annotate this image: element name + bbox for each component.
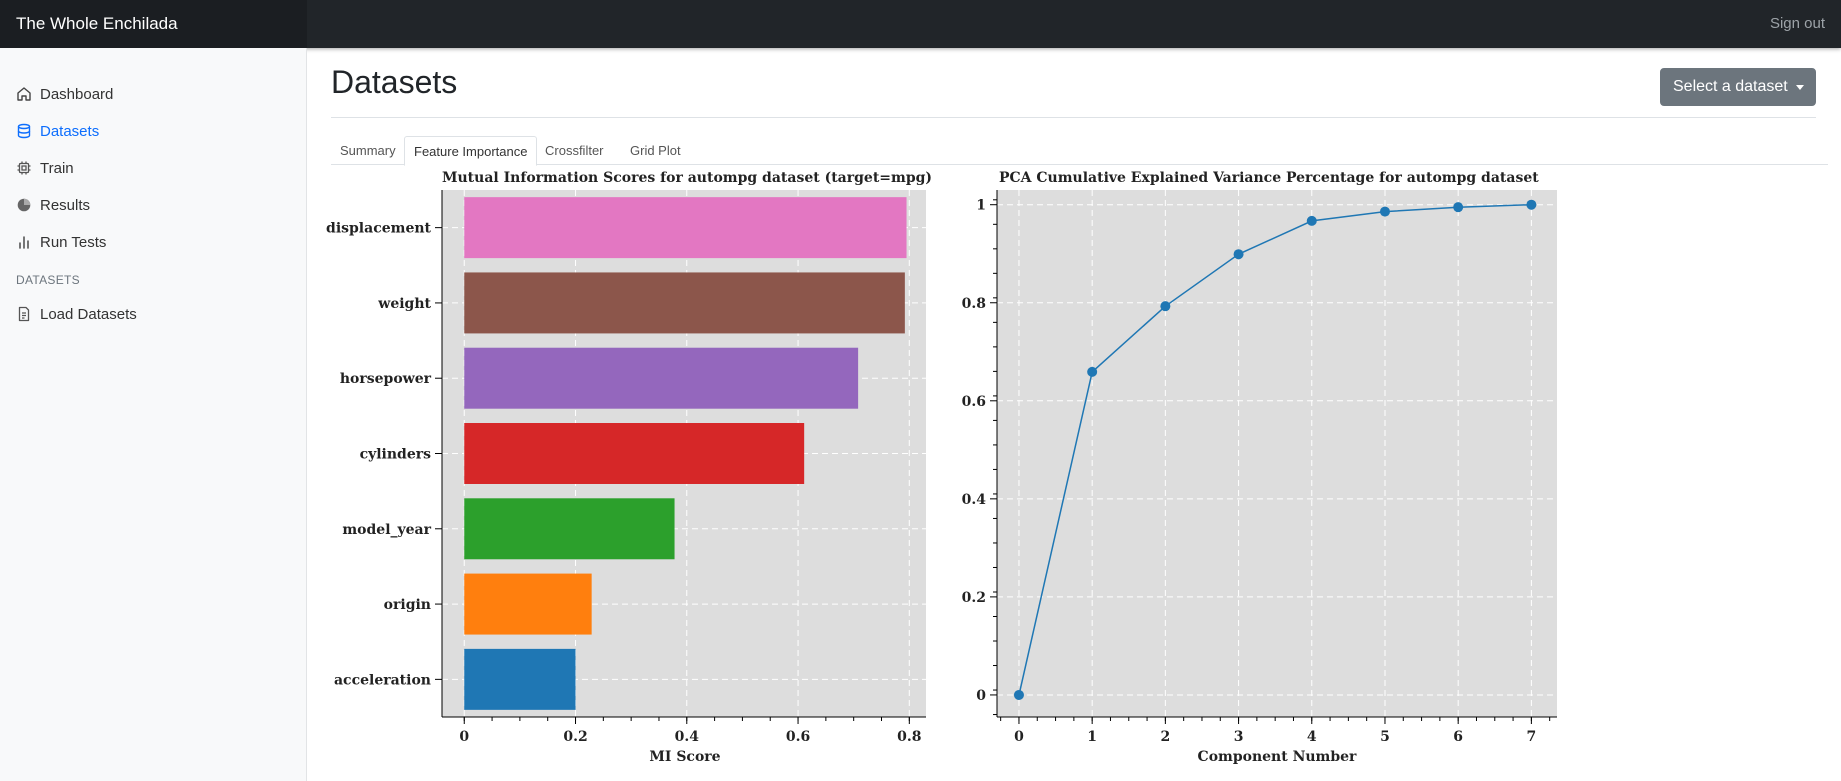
tab-summary[interactable]: Summary	[340, 143, 396, 158]
x-tick-label: 0	[1014, 729, 1024, 745]
y-tick-label: displacement	[326, 221, 431, 237]
sidebar-item-label: Dashboard	[40, 85, 114, 103]
sidebar-item-label: Results	[40, 196, 91, 214]
x-tick-label: 0.2	[563, 729, 587, 745]
pie-chart-icon	[17, 198, 31, 212]
y-tick-label: acceleration	[334, 672, 431, 688]
y-tick-label: 0.6	[962, 394, 986, 410]
x-tick-label: 1	[1087, 729, 1097, 745]
bar-model_year	[464, 498, 675, 560]
x-axis-label: Component Number	[1198, 749, 1358, 765]
data-point	[1306, 215, 1317, 226]
x-tick-label: 7	[1527, 729, 1537, 745]
bar-acceleration	[464, 648, 576, 710]
bar-weight	[464, 272, 905, 334]
y-tick-label: cylinders	[360, 447, 432, 463]
sidebar-item-dashboard[interactable]: Dashboard	[16, 82, 113, 106]
data-point	[1379, 206, 1390, 217]
chart-title: PCA Cumulative Explained Variance Percen…	[999, 170, 1539, 186]
chart-title: Mutual Information Scores for autompg da…	[442, 170, 932, 186]
data-point	[1087, 366, 1098, 377]
tab-bar: Summary Feature Importance Crossfilter G…	[331, 136, 1828, 166]
sidebar: Dashboard Datasets Train Results Run Tes…	[0, 48, 307, 781]
sidebar-item-label: Datasets	[40, 122, 100, 140]
page-title: Datasets	[331, 64, 458, 100]
tab-grid-plot[interactable]: Grid Plot	[630, 143, 681, 158]
sidebar-item-train[interactable]: Train	[16, 156, 74, 180]
x-axis-label: MI Score	[649, 749, 720, 765]
sidebar-item-load-datasets[interactable]: Load Datasets	[16, 302, 137, 326]
y-tick-label: 0.4	[962, 492, 987, 508]
y-tick-label: horsepower	[340, 371, 432, 387]
tab-crossfilter[interactable]: Crossfilter	[545, 143, 604, 158]
sidebar-item-datasets[interactable]: Datasets	[16, 119, 99, 143]
y-tick-label: 1	[976, 198, 986, 214]
sidebar-item-label: Train	[40, 159, 74, 177]
x-tick-label: 0	[459, 729, 469, 745]
top-navbar: The Whole Enchilada Sign out	[0, 0, 1841, 48]
y-tick-label: model_year	[342, 522, 431, 538]
file-text-icon	[18, 306, 30, 322]
select-dataset-button[interactable]: Select a dataset	[1660, 68, 1816, 106]
y-tick-label: 0	[976, 688, 986, 704]
sidebar-item-run-tests[interactable]: Run Tests	[16, 230, 106, 254]
plot-background	[997, 190, 1557, 717]
chevron-down-icon	[1795, 84, 1804, 90]
bar-displacement	[464, 197, 907, 259]
x-tick-label: 0.4	[675, 729, 700, 745]
x-tick-label: 2	[1160, 729, 1170, 745]
series-line	[1018, 203, 1532, 696]
y-tick-label: 0.2	[962, 590, 986, 606]
y-tick-label: origin	[384, 597, 431, 613]
bar-chart-icon	[19, 236, 29, 249]
title-divider	[331, 117, 1816, 118]
mi-scores-chart: displacement weight horsepower cylinders mod…	[326, 170, 932, 765]
sign-out-link[interactable]: Sign out	[1769, 15, 1825, 32]
cpu-icon	[17, 161, 31, 175]
sidebar-item-label: Run Tests	[40, 233, 107, 251]
pca-variance-chart: 0 0.2 0.4 0.6 0.8 1 0 1 2 3 4 5 6 7 PCA Cumulative Exp…	[962, 170, 1557, 765]
data-point	[1526, 199, 1537, 210]
bar-horsepower	[464, 347, 859, 409]
x-tick-label: 4	[1307, 729, 1317, 745]
select-dataset-label: Select a dataset	[1673, 78, 1788, 95]
data-point	[1453, 202, 1464, 213]
data-point	[1233, 249, 1244, 260]
bar-origin	[464, 573, 592, 635]
x-tick-label: 5	[1380, 729, 1390, 745]
x-tick-label: 0.8	[897, 729, 921, 745]
sidebar-item-label: Load Datasets	[40, 305, 137, 323]
bar-cylinders	[464, 423, 805, 484]
tab-feature-importance[interactable]: Feature Importance	[404, 136, 538, 166]
sidebar-section-heading: DATASETS	[16, 273, 80, 287]
brand-logo[interactable]: The Whole Enchilada	[0, 0, 307, 48]
data-point	[1013, 689, 1024, 700]
y-tick-label: 0.8	[962, 296, 986, 312]
home-icon	[17, 87, 31, 101]
y-tick-label: weight	[377, 296, 431, 312]
x-tick-label: 0.6	[786, 729, 810, 745]
x-tick-label: 6	[1453, 729, 1463, 745]
database-icon	[17, 123, 31, 139]
sidebar-item-results[interactable]: Results	[16, 193, 90, 217]
data-point	[1160, 301, 1171, 312]
x-tick-label: 3	[1234, 729, 1244, 745]
